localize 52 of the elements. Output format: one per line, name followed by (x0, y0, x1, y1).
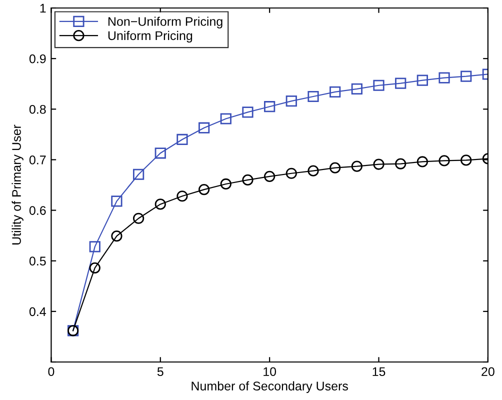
point (220, 178, 232, 190)
x-tick-label: 10 (264, 367, 276, 376)
point (308, 90, 319, 102)
point (286, 95, 297, 107)
point (438, 155, 450, 166)
point (198, 122, 210, 134)
point (308, 165, 319, 176)
point (111, 196, 122, 207)
point (416, 74, 428, 86)
legend-label: Non−Uniform Pricing (108, 16, 222, 28)
point (220, 113, 232, 124)
y-tick-label: 0.8 (29, 104, 46, 114)
point (132, 212, 144, 224)
point (351, 160, 362, 172)
point (198, 184, 210, 196)
y-tick-label: 1 (40, 4, 46, 13)
point (264, 170, 276, 182)
point (264, 101, 276, 112)
point (242, 106, 254, 118)
point (242, 174, 254, 186)
legend-label: Uniform Pricing (108, 30, 192, 43)
point (89, 241, 100, 252)
x-tick-label: 0 (48, 367, 54, 376)
point (330, 86, 341, 98)
x-tick-label: 15 (372, 367, 386, 376)
point (460, 154, 472, 166)
point (176, 134, 188, 146)
point (395, 78, 406, 89)
y-axis-title: Utility of Primary User (12, 124, 24, 244)
point (89, 262, 100, 274)
y-tick-label: 0.7 (29, 156, 46, 164)
point (111, 230, 122, 242)
point (330, 162, 341, 174)
point (438, 72, 450, 84)
y-tick-label: 0.4 (29, 307, 46, 316)
point (373, 80, 384, 91)
point (176, 190, 188, 202)
y-tick-label: 0.6 (29, 206, 46, 215)
point (132, 168, 144, 180)
point (416, 156, 428, 168)
x-axis-title: Number of Secondary Users (192, 381, 348, 393)
y-tick-label: 0.9 (29, 54, 46, 64)
point (460, 70, 472, 82)
y-tick-label: 0.5 (29, 256, 46, 266)
point (395, 158, 406, 170)
point (351, 83, 362, 94)
point (286, 168, 297, 179)
point (154, 198, 166, 210)
x-tick-label: 20 (482, 367, 494, 376)
point (373, 158, 384, 170)
point (154, 148, 166, 159)
x-tick-label: 5 (157, 367, 164, 376)
